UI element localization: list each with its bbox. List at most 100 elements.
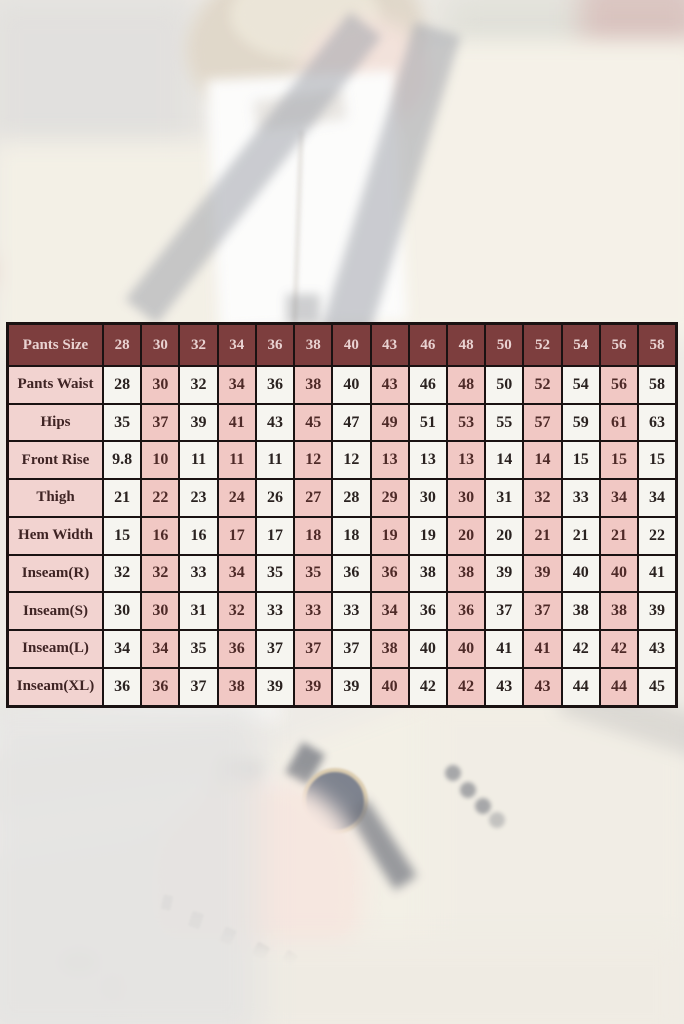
measurement-cell: 38 xyxy=(216,666,257,708)
background-sign-shape xyxy=(20,170,175,250)
background-blur-left-lower xyxy=(0,700,260,1024)
measurement-cell: 42 xyxy=(407,666,448,708)
white-shirt-shape xyxy=(206,70,408,330)
measurement-cell: 19 xyxy=(407,515,448,556)
size-column-header: 40 xyxy=(331,322,372,367)
measurement-cell: 43 xyxy=(522,666,563,708)
measurement-cell: 38 xyxy=(560,591,601,631)
measurement-row: Thigh 21 22 23 24 26 27 28 29 30 30 31 32 33 34 34 xyxy=(6,478,678,518)
sleeve-gap-shadow xyxy=(189,754,263,894)
measurement-cell: 36 xyxy=(331,553,372,594)
measurement-cell: 32 xyxy=(140,553,181,594)
measurement-row: Inseam(L) 34 34 35 36 37 37 37 38 40 40 41 41 42 42 43 xyxy=(6,628,678,669)
measurement-cell: 32 xyxy=(101,553,143,594)
knuckle-shadow-shape xyxy=(58,948,100,976)
measurement-cell: 30 xyxy=(407,478,448,518)
measurement-cell: 34 xyxy=(216,553,257,594)
watch-strap-top-shape xyxy=(284,741,326,787)
measurement-cell: 13 xyxy=(407,440,448,481)
measurement-cell: 36 xyxy=(101,666,143,708)
measurement-cell: 39 xyxy=(254,666,296,708)
measurement-cell: 40 xyxy=(598,553,640,594)
measurement-cell: 13 xyxy=(369,440,410,481)
measurement-cell: 42 xyxy=(598,628,640,669)
measurement-row: Inseam(R) 32 32 33 34 35 35 36 36 38 38 39 39 40 40 41 xyxy=(6,553,678,594)
measurement-cell: 43 xyxy=(637,628,678,669)
measurement-cell: 39 xyxy=(484,553,525,594)
finger-tattoo-mark xyxy=(160,894,174,911)
beard-shape xyxy=(170,0,440,144)
measurement-row-label: Hips xyxy=(6,402,104,443)
measurement-cell: 18 xyxy=(293,515,334,556)
measurement-cell: 34 xyxy=(637,478,678,518)
measurement-row: Front Rise 9.8 10 11 11 11 12 12 13 13 13 14 14 15 15 1… xyxy=(6,440,678,481)
measurement-cell: 21 xyxy=(522,515,563,556)
measurement-cell: 35 xyxy=(101,402,143,443)
measurement-cell: 52 xyxy=(522,365,563,405)
measurement-cell: 32 xyxy=(522,478,563,518)
measurement-cell: 21 xyxy=(101,478,143,518)
measurement-cell: 33 xyxy=(178,553,219,594)
measurement-cell: 57 xyxy=(522,402,563,443)
size-column-header: 56 xyxy=(598,322,640,367)
measurement-cell: 37 xyxy=(522,591,563,631)
measurement-cell: 41 xyxy=(637,553,678,594)
measurement-cell: 33 xyxy=(331,591,372,631)
beard-highlight-shape xyxy=(230,0,380,60)
hand-shape xyxy=(150,780,362,998)
measurement-cell: 50 xyxy=(484,365,525,405)
left-lapel-shape xyxy=(125,12,382,325)
measurement-cell: 38 xyxy=(598,591,640,631)
measurement-cell: 34 xyxy=(101,628,143,669)
measurement-cell: 32 xyxy=(216,591,257,631)
measurement-cell: 15 xyxy=(598,440,640,481)
measurement-cell: 38 xyxy=(407,553,448,594)
measurement-cell: 40 xyxy=(407,628,448,669)
sleeve-button-icon xyxy=(460,782,476,798)
measurement-cell: 53 xyxy=(445,402,487,443)
finger-tattoo-mark xyxy=(281,949,299,967)
finger-tattoo-mark xyxy=(187,910,205,930)
measurement-cell: 34 xyxy=(369,591,410,631)
knuckle-shadow-shape xyxy=(100,972,148,1004)
measurement-cell: 39 xyxy=(178,402,219,443)
measurement-cell: 15 xyxy=(637,440,678,481)
measurement-cell: 28 xyxy=(331,478,372,518)
measurement-cell: 37 xyxy=(293,628,334,669)
wristwatch-icon xyxy=(302,768,368,834)
size-column-header: 54 xyxy=(560,322,601,367)
measurement-cell: 33 xyxy=(254,591,296,631)
measurement-cell: 37 xyxy=(178,666,219,708)
size-column-header: 38 xyxy=(293,322,334,367)
size-column-header: 32 xyxy=(178,322,219,367)
measurement-cell: 30 xyxy=(445,478,487,518)
measurement-cell: 15 xyxy=(560,440,601,481)
measurement-cell: 36 xyxy=(369,553,410,594)
measurement-row: Inseam(S) 30 30 31 32 33 33 33 34 36 36 37 37 38 38 39 xyxy=(6,591,678,631)
measurement-cell: 37 xyxy=(484,591,525,631)
measurement-cell: 49 xyxy=(369,402,410,443)
measurement-cell: 36 xyxy=(216,628,257,669)
measurement-cell: 17 xyxy=(254,515,296,556)
measurement-cell: 37 xyxy=(140,402,181,443)
measurement-cell: 35 xyxy=(254,553,296,594)
measurement-cell: 54 xyxy=(560,365,601,405)
measurement-cell: 30 xyxy=(140,591,181,631)
measurement-cell: 38 xyxy=(369,628,410,669)
watch-strap-bottom-shape xyxy=(345,798,417,891)
measurement-cell: 16 xyxy=(178,515,219,556)
measurement-cell: 59 xyxy=(560,402,601,443)
background-sign-detail xyxy=(55,192,115,212)
measurement-cell: 61 xyxy=(598,402,640,443)
background-red-band xyxy=(0,246,191,288)
measurement-row-label: Front Rise xyxy=(6,440,104,481)
measurement-cell: 23 xyxy=(178,478,219,518)
shirt-placket-line xyxy=(292,129,304,326)
measurement-cell: 44 xyxy=(598,666,640,708)
sleeve-button-icon xyxy=(489,812,505,828)
measurement-cell: 18 xyxy=(331,515,372,556)
measurement-cell: 43 xyxy=(254,402,296,443)
measurement-cell: 20 xyxy=(445,515,487,556)
measurement-cell: 42 xyxy=(445,666,487,708)
